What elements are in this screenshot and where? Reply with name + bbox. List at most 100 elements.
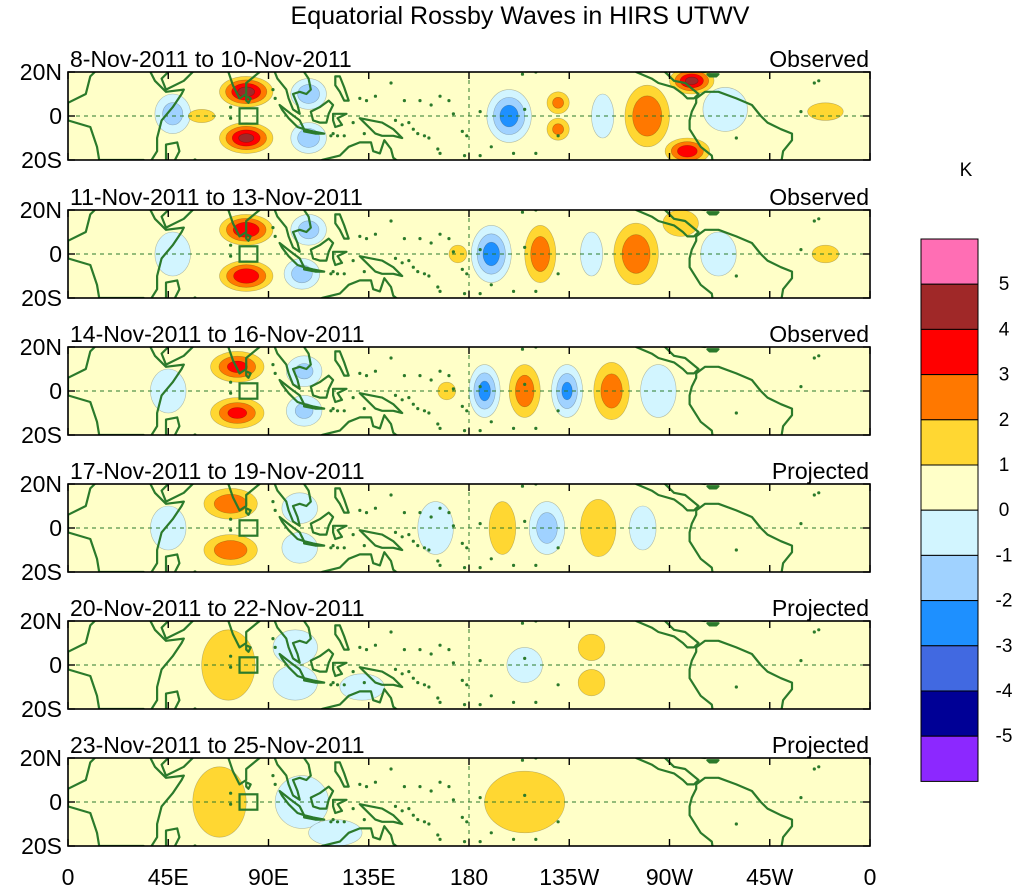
contour-band bbox=[552, 97, 564, 109]
island bbox=[393, 393, 398, 397]
contour-band bbox=[162, 102, 184, 126]
island bbox=[543, 438, 546, 441]
y-tick-label: 20N bbox=[20, 608, 62, 634]
colorbar-label: -4 bbox=[996, 681, 1013, 702]
panel: 20N 0 20S 23-Nov-2011 to 25-Nov-2011 Project… bbox=[20, 732, 871, 859]
island bbox=[436, 285, 440, 289]
island bbox=[418, 510, 422, 515]
coastline-sumatra bbox=[278, 378, 306, 406]
coastline-africa bbox=[68, 484, 185, 572]
island bbox=[516, 206, 519, 209]
island bbox=[400, 809, 404, 813]
island bbox=[817, 354, 821, 358]
anomaly-feature bbox=[669, 72, 715, 95]
coastline-africa bbox=[68, 621, 185, 709]
contour-band bbox=[238, 133, 255, 143]
island bbox=[427, 822, 431, 826]
anomaly-feature bbox=[290, 78, 327, 110]
island bbox=[436, 833, 440, 837]
colorbar-swatch bbox=[920, 374, 979, 421]
anomaly-feature bbox=[448, 244, 468, 264]
contour-band bbox=[577, 633, 606, 661]
island bbox=[229, 517, 233, 521]
contour-band bbox=[339, 673, 385, 701]
island bbox=[411, 127, 415, 131]
island bbox=[734, 274, 738, 278]
island bbox=[351, 533, 355, 537]
island bbox=[460, 267, 464, 271]
island bbox=[556, 683, 560, 687]
y-tick-label: 20S bbox=[21, 285, 62, 311]
island bbox=[358, 96, 362, 100]
island bbox=[438, 700, 442, 705]
panel-date-range: 23-Nov-2011 to 25-Nov-2011 bbox=[70, 732, 365, 758]
island bbox=[416, 270, 420, 274]
coastline-java bbox=[303, 677, 326, 684]
island bbox=[331, 544, 335, 548]
island bbox=[436, 559, 440, 563]
coastline-philippines bbox=[334, 75, 350, 102]
island bbox=[489, 694, 493, 698]
panel-date-range: 17-Nov-2011 to 19-Nov-2011 bbox=[70, 458, 365, 484]
y-tick-label: 20N bbox=[20, 59, 62, 85]
island bbox=[364, 785, 369, 789]
island bbox=[817, 79, 821, 83]
island bbox=[273, 645, 277, 650]
x-tick-label: 90E bbox=[248, 864, 289, 890]
island bbox=[411, 265, 415, 269]
island bbox=[543, 849, 546, 852]
colorbar-label: 2 bbox=[999, 410, 1010, 431]
anomaly-feature bbox=[811, 244, 840, 264]
island bbox=[418, 99, 422, 103]
anomaly-feature bbox=[219, 260, 274, 292]
coastline-java bbox=[303, 128, 326, 135]
island bbox=[273, 234, 277, 238]
island bbox=[229, 654, 233, 658]
island bbox=[534, 289, 538, 293]
island bbox=[438, 780, 442, 784]
panel-status: Projected bbox=[772, 458, 869, 484]
island bbox=[393, 256, 398, 260]
island bbox=[422, 134, 427, 138]
x-tick-label: 45E bbox=[148, 864, 189, 890]
island bbox=[462, 703, 467, 707]
colorbar-swatch bbox=[920, 554, 979, 602]
island bbox=[411, 676, 415, 680]
island bbox=[734, 822, 738, 826]
island bbox=[229, 791, 233, 795]
island bbox=[438, 563, 442, 568]
island bbox=[271, 637, 275, 641]
island bbox=[229, 380, 233, 384]
island bbox=[329, 409, 333, 413]
island bbox=[422, 546, 427, 550]
island bbox=[422, 820, 427, 824]
x-tick-label: 90W bbox=[646, 864, 694, 890]
coastline-java bbox=[303, 540, 326, 547]
island bbox=[465, 272, 469, 276]
island bbox=[523, 107, 527, 111]
panel-date-range: 20-Nov-2011 to 22-Nov-2011 bbox=[70, 595, 365, 621]
island bbox=[489, 831, 493, 835]
y-tick-label: 20N bbox=[20, 471, 62, 497]
coastline-camerica bbox=[634, 72, 700, 100]
island bbox=[389, 767, 393, 771]
coastline-borneo bbox=[309, 511, 335, 536]
coastline-hispaniola bbox=[706, 622, 720, 627]
x-tick-label: 135W bbox=[539, 864, 599, 890]
island bbox=[429, 515, 433, 519]
island bbox=[411, 402, 415, 406]
island bbox=[511, 151, 516, 155]
island bbox=[358, 371, 362, 375]
island bbox=[478, 429, 482, 433]
coastline-arabia bbox=[160, 72, 195, 91]
panel: 20N 0 20S 20-Nov-2011 to 22-Nov-2011 Project… bbox=[20, 595, 871, 722]
coastline-philippines bbox=[334, 624, 350, 651]
coastline-arabia bbox=[160, 210, 195, 229]
contour-band bbox=[685, 76, 699, 85]
island bbox=[511, 700, 516, 705]
anomaly-feature bbox=[577, 669, 606, 697]
coastline-hispaniola bbox=[706, 759, 720, 764]
island bbox=[364, 648, 369, 652]
island bbox=[335, 409, 340, 413]
island bbox=[501, 847, 504, 850]
